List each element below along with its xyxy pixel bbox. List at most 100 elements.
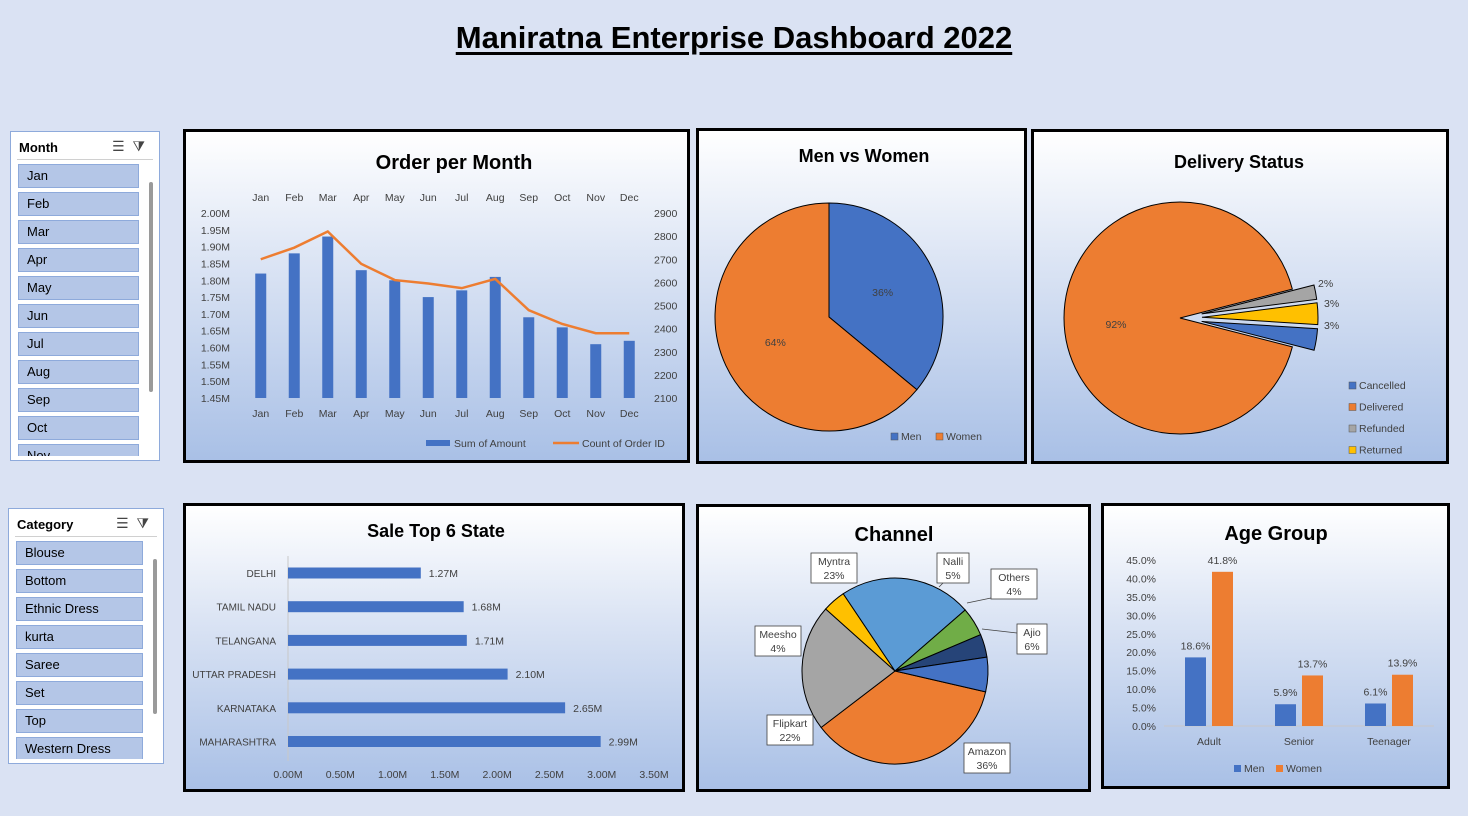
chart-title: Sale Top 6 State	[367, 521, 505, 541]
data-label: 6.1%	[1364, 686, 1388, 698]
bar	[355, 270, 367, 398]
slicer-item[interactable]: Jan	[18, 164, 139, 188]
y-left-tick-label: 1.55M	[201, 359, 230, 371]
y-left-tick-label: 1.90M	[201, 242, 230, 254]
data-label: 36%	[872, 287, 893, 299]
slicer-item[interactable]: Top	[16, 709, 143, 733]
y-right-tick-label: 2500	[654, 301, 678, 313]
y-tick-label: 20.0%	[1126, 647, 1156, 659]
y-tick-label: UTTAR PRADESH	[192, 670, 276, 681]
category-slicer-header: Category ☰⧩	[15, 515, 157, 537]
pie-slice	[1063, 201, 1293, 435]
bar	[322, 236, 334, 398]
x-top-tick-label: Sep	[519, 192, 538, 204]
sale-top-state-chart: Sale Top 6 State 0.00M 0.50M 1.00M 1.50M 2.00…	[192, 521, 668, 781]
legend-swatch	[1276, 765, 1283, 772]
data-label: 41.8%	[1208, 555, 1238, 567]
delivery-status-panel: Delivery Status 2% 3% 3% 92% Cancelled Deliver…	[1031, 129, 1449, 464]
data-label: 2%	[1318, 278, 1333, 290]
leader-line	[981, 628, 1018, 634]
y-tick-label: DELHI	[247, 569, 276, 580]
data-label: 22%	[779, 732, 800, 744]
x-tick-label: 2.00M	[483, 769, 512, 781]
slicer-item[interactable]: Oct	[18, 416, 139, 440]
legend-label: Returned	[1359, 445, 1402, 457]
slicer-item[interactable]: Western Dress	[16, 737, 143, 759]
order-per-month-chart: Order per Month 1.45M 1.50M 1.55M 1.60M 1.65M…	[201, 152, 678, 450]
slicer-item[interactable]: Apr	[18, 248, 139, 272]
month-slicer-scrollbar[interactable]	[149, 182, 153, 392]
slicer-item[interactable]: Bottom	[16, 569, 143, 593]
category-slicer: Category ☰⧩ Blouse Bottom Ethnic Dress kurt…	[8, 508, 164, 764]
age-group-chart: Age Group 0.0% 5.0% 10.0% 15.0% 20.0% 25.0% 30.…	[1126, 523, 1434, 775]
multi-select-icon[interactable]: ☰	[111, 138, 133, 154]
data-label-name: Amazon	[968, 746, 1007, 758]
y-tick-label: TELANGANA	[215, 636, 276, 647]
y-right-tick-label: 2900	[654, 208, 678, 220]
clear-filter-icon[interactable]: ⧩	[136, 515, 157, 531]
channel-panel: Channel Amazon 36% Flipkart 22% Meesho 4% Myntr…	[696, 504, 1091, 792]
x-top-tick-label: Mar	[319, 192, 338, 204]
y-right-tick-label: 2700	[654, 254, 678, 266]
slicer-item[interactable]: Jul	[18, 332, 139, 356]
y-tick-label: MAHARASHTRA	[199, 738, 276, 749]
y-left-tick-label: 1.65M	[201, 326, 230, 338]
bar	[288, 668, 508, 680]
slicer-item[interactable]: kurta	[16, 625, 143, 649]
pie-slice	[1201, 302, 1319, 326]
data-label: 6%	[1024, 641, 1039, 653]
slicer-controls: ☰⧩	[112, 138, 153, 155]
legend-label: Delivered	[1359, 402, 1404, 414]
bar	[1275, 704, 1296, 726]
bar	[288, 253, 300, 398]
x-tick-label: May	[385, 408, 406, 420]
category-slicer-scrollbar[interactable]	[153, 559, 157, 714]
channel-chart: Channel Amazon 36% Flipkart 22% Meesho 4% Myntr…	[754, 524, 1048, 774]
bar	[1392, 674, 1413, 726]
y-left-tick-label: 1.45M	[201, 393, 230, 405]
x-top-tick-label: Jul	[455, 192, 468, 204]
order-per-month-panel: Order per Month 1.45M 1.50M 1.55M 1.60M 1.65M…	[183, 129, 690, 463]
data-label: 36%	[976, 760, 997, 772]
y-left-tick-label: 1.95M	[201, 225, 230, 237]
slicer-item[interactable]: Set	[16, 681, 143, 705]
data-label: 5.9%	[1274, 687, 1298, 699]
category-slicer-items: Blouse Bottom Ethnic Dress kurta Saree Set Top…	[16, 541, 143, 759]
data-label-box	[810, 552, 858, 584]
bar	[288, 702, 566, 714]
data-label-name: Others	[998, 572, 1030, 584]
legend-swatch	[890, 432, 899, 441]
x-tick-label: 0.50M	[326, 769, 355, 781]
y-tick-label: 45.0%	[1126, 555, 1156, 567]
clear-filter-icon[interactable]: ⧩	[132, 138, 153, 154]
data-label: 1.68M	[472, 602, 501, 614]
x-tick-label: 0.00M	[273, 769, 302, 781]
slicer-item[interactable]: Aug	[18, 360, 139, 384]
legend-swatch	[1348, 403, 1357, 411]
multi-select-icon[interactable]: ☰	[115, 515, 137, 531]
slicer-item[interactable]: Nov	[18, 444, 139, 456]
slicer-item[interactable]: May	[18, 276, 139, 300]
legend-swatch	[426, 440, 450, 446]
legend-label: Men	[1244, 763, 1265, 775]
slicer-item[interactable]: Blouse	[16, 541, 143, 565]
slicer-item[interactable]: Saree	[16, 653, 143, 677]
bar	[288, 736, 601, 747]
x-tick-label: Jun	[420, 408, 437, 420]
y-tick-label: TAMIL NADU	[217, 603, 276, 614]
x-tick-label: Adult	[1197, 736, 1221, 748]
legend-label: Count of Order ID	[582, 438, 665, 450]
pie-slice	[1201, 320, 1319, 351]
data-label: 13.9%	[1388, 658, 1418, 670]
bar	[1185, 657, 1206, 726]
slicer-item[interactable]: Mar	[18, 220, 139, 244]
slicer-item[interactable]: Sep	[18, 388, 139, 412]
slicer-item[interactable]: Ethnic Dress	[16, 597, 143, 621]
pie-slice	[820, 670, 987, 765]
x-tick-label: Oct	[554, 408, 570, 420]
pie-slice	[714, 202, 918, 432]
data-label: 4%	[1006, 586, 1021, 598]
slicer-item[interactable]: Feb	[18, 192, 139, 216]
slicer-item[interactable]: Jun	[18, 304, 139, 328]
x-tick-label: Teenager	[1367, 736, 1411, 748]
